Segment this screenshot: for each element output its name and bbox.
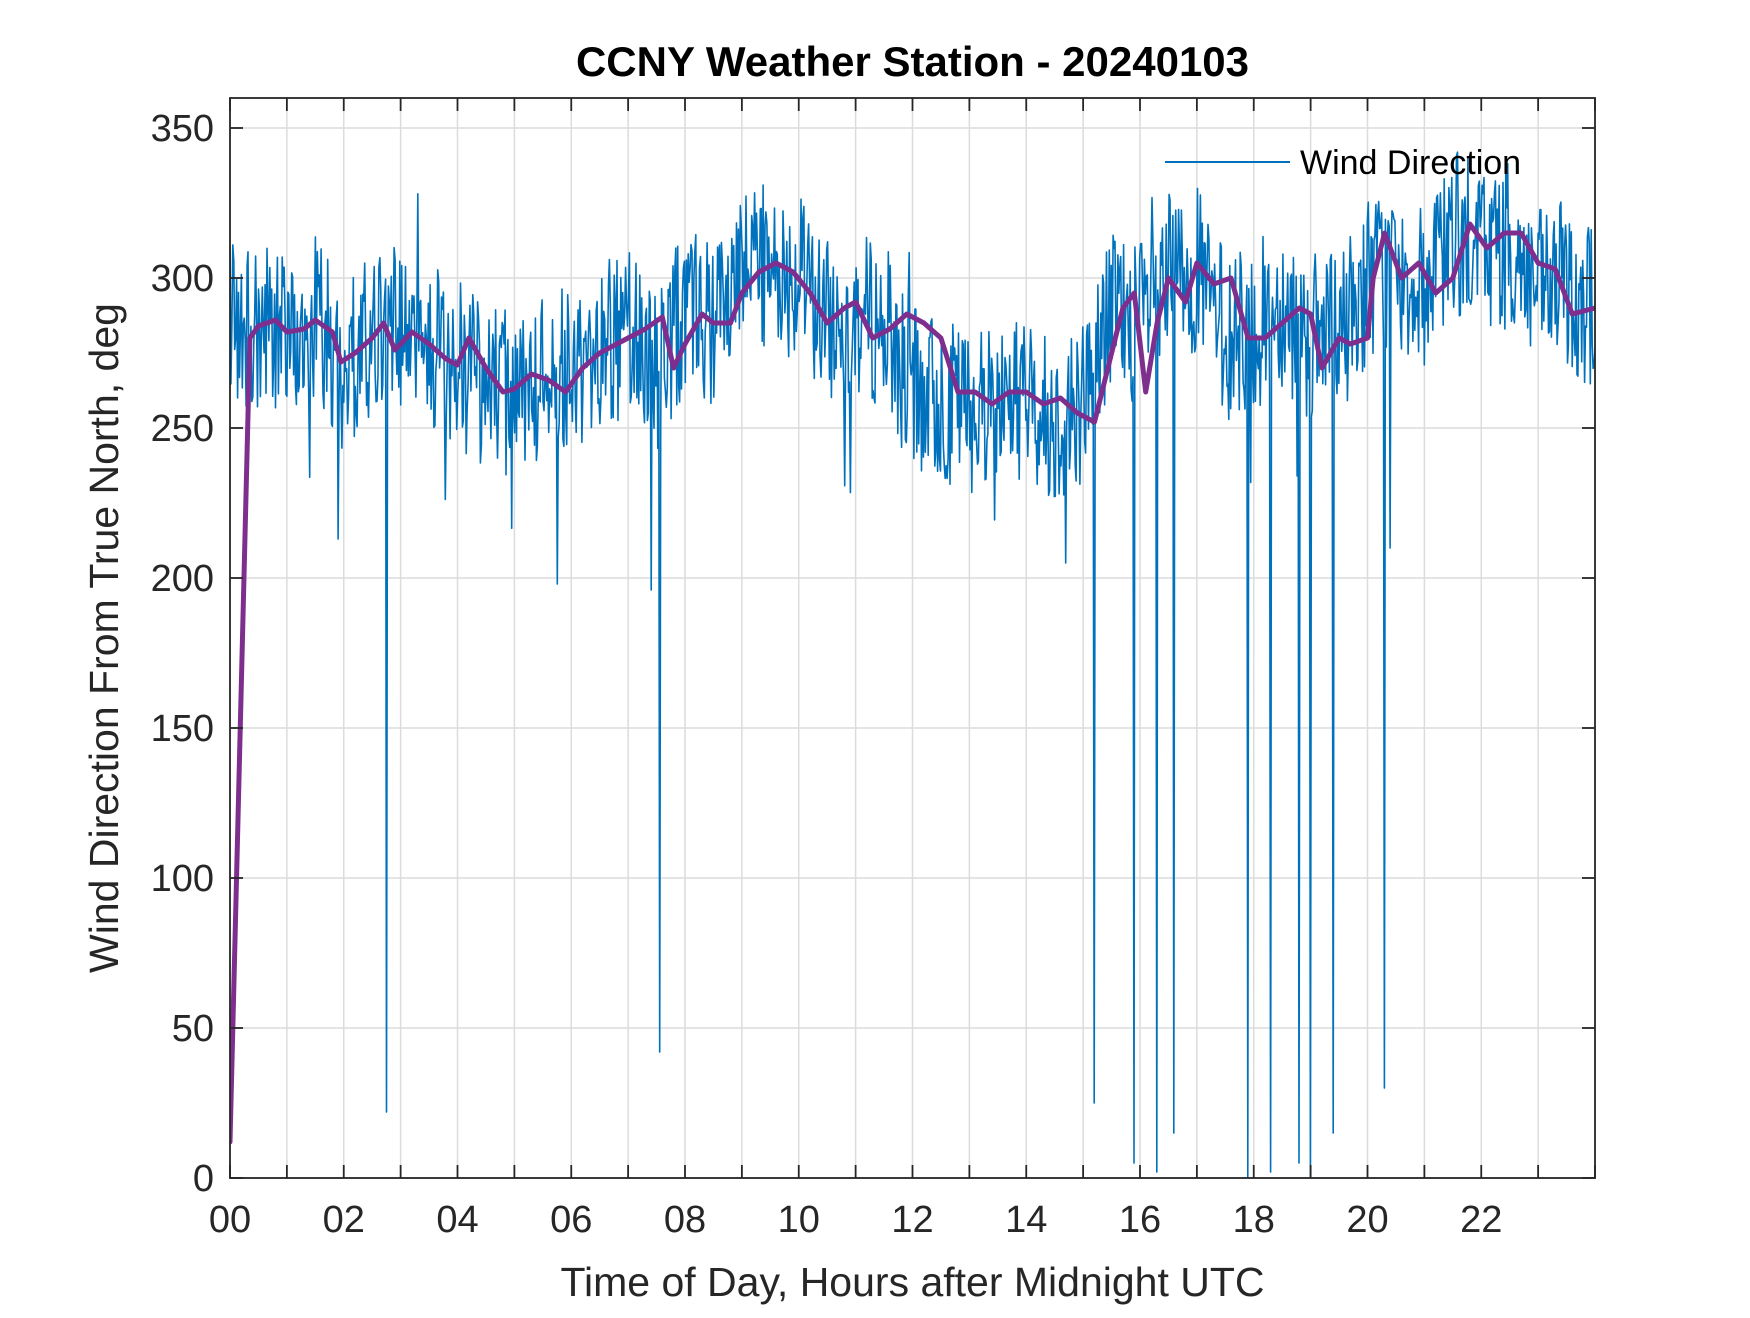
y-tick-label: 100 [151,858,214,900]
y-tick-label: 200 [151,558,214,600]
x-tick-label: 10 [778,1199,820,1241]
y-tick-label: 300 [151,258,214,300]
legend: Wind Direction [1165,144,1521,182]
x-tick-label: 22 [1460,1199,1502,1241]
x-tick-label: 12 [891,1199,933,1241]
y-tick-label: 0 [193,1158,214,1200]
y-tick-label: 50 [172,1008,214,1050]
chart-title: CCNY Weather Station - 20240103 [576,38,1249,85]
x-axis-label: Time of Day, Hours after Midnight UTC [560,1259,1264,1305]
x-tick-label: 18 [1233,1199,1275,1241]
x-tick-label: 16 [1119,1199,1161,1241]
x-tick-label: 02 [323,1199,365,1241]
legend-label-wind-direction: Wind Direction [1300,144,1521,182]
x-tick-label: 06 [550,1199,592,1241]
x-tick-label: 14 [1005,1199,1047,1241]
series-layer [230,151,1595,1178]
smoothed-series-line [230,221,1595,1145]
y-tick-label: 150 [151,708,214,750]
y-tick-label: 350 [151,108,214,150]
y-tick-label: 250 [151,408,214,450]
x-tick-label: 20 [1346,1199,1388,1241]
x-tick-label: 04 [436,1199,478,1241]
axis-ticks: 00 02 04 06 08 10 12 14 16 18 20 22 0 50 100 150 200 250 3… [151,98,1596,1241]
x-tick-label: 08 [664,1199,706,1241]
y-axis-label: Wind Direction From True North, deg [81,303,127,973]
x-tick-label: 00 [209,1199,251,1241]
wind-direction-series-line [230,151,1595,1178]
